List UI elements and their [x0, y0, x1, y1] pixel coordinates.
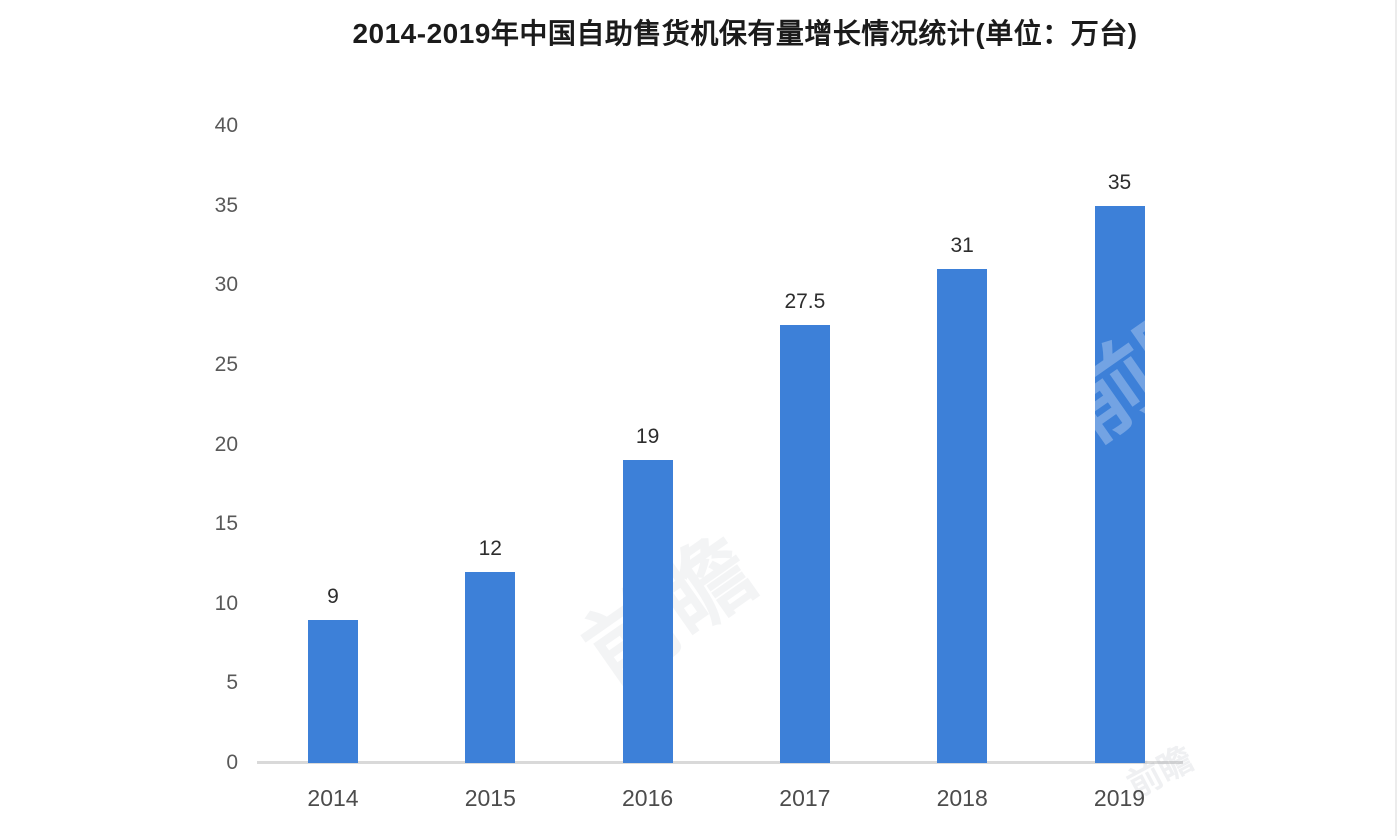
- y-tick-label: 0: [226, 751, 238, 774]
- bar: [1094, 205, 1145, 763]
- bar-value-label: 19: [635, 425, 660, 449]
- bar-value-label: 31: [950, 234, 974, 258]
- bar-value-label: 35: [1107, 170, 1132, 194]
- y-tick-label: 35: [214, 193, 238, 217]
- x-tick-label: 2015: [464, 785, 516, 811]
- x-axis-line: [257, 761, 1183, 764]
- bar-value-label: 27.5: [784, 290, 826, 314]
- y-tick-label: 30: [214, 273, 238, 297]
- chart-title: 2014-2019年中国自助售货机保有量增长情况统计(单位：万台): [352, 18, 1138, 49]
- x-tick-label: 2019: [1093, 785, 1146, 811]
- x-tick-label: 2014: [307, 785, 359, 811]
- y-tick-label: 20: [214, 432, 238, 456]
- screenshot-right-edge-artifact: [1395, 0, 1397, 836]
- x-tick-label: 2016: [622, 785, 674, 811]
- bar: [937, 269, 988, 763]
- bar: [465, 571, 516, 763]
- bar-value-label: 12: [478, 536, 502, 560]
- y-tick-label: 10: [214, 591, 238, 615]
- y-tick-label: 40: [214, 114, 238, 137]
- bar-value-label: 9: [327, 584, 339, 608]
- x-tick-label: 2017: [779, 785, 831, 811]
- bar: [779, 325, 830, 763]
- watermark-text: 前瞻: [1047, 274, 1253, 460]
- bar: [622, 460, 673, 763]
- bar: [308, 619, 358, 763]
- y-tick-label: 25: [214, 352, 238, 376]
- x-tick-label: 2018: [936, 785, 988, 811]
- y-tick-label: 5: [226, 671, 238, 695]
- y-tick-label: 15: [214, 512, 238, 536]
